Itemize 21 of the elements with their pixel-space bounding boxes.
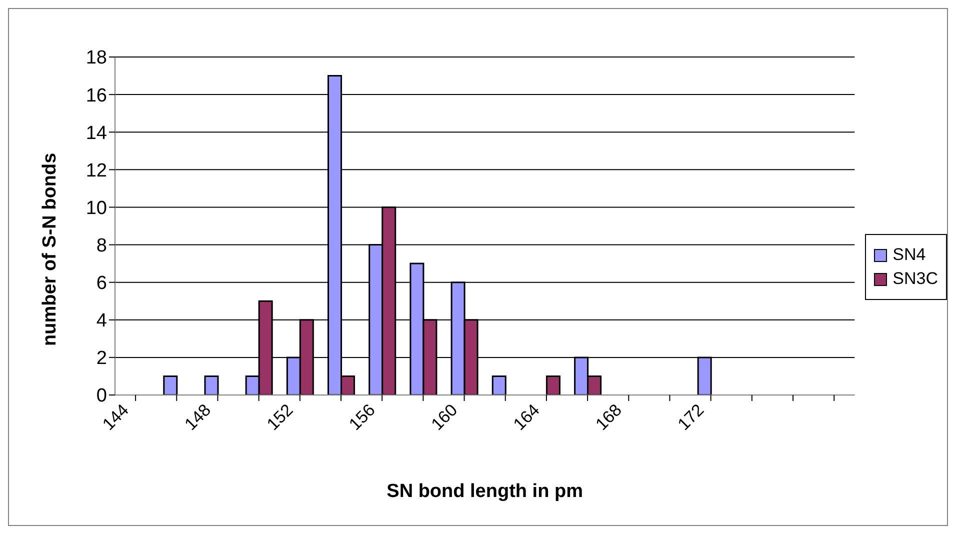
legend-label: SN4 bbox=[892, 245, 926, 265]
y-tick-label: 16 bbox=[86, 85, 107, 106]
x-tick-label: 168 bbox=[592, 400, 626, 434]
y-tick-label: 10 bbox=[86, 198, 107, 219]
legend-label: SN3C bbox=[892, 269, 938, 289]
y-tick-label: 4 bbox=[96, 310, 108, 332]
y-axis-title: number of S-N bonds bbox=[40, 152, 61, 346]
x-tick-label: 172 bbox=[674, 400, 708, 434]
y-tick-label: 0 bbox=[96, 386, 107, 407]
y-tick-label: 2 bbox=[96, 348, 107, 370]
y-tick-label: 8 bbox=[96, 236, 107, 257]
x-axis-title: SN bond length in pm bbox=[386, 481, 583, 502]
x-tick-label: 152 bbox=[263, 400, 297, 434]
y-tick-label: 14 bbox=[86, 122, 108, 144]
y-tick-label: 12 bbox=[86, 160, 107, 182]
x-tick-label: 164 bbox=[510, 400, 544, 434]
x-tick-label: 156 bbox=[345, 400, 379, 434]
y-tick-label: 6 bbox=[96, 273, 107, 294]
x-tick-label: 160 bbox=[428, 400, 462, 434]
y-tick-label: 18 bbox=[86, 48, 107, 69]
x-tick-label: 148 bbox=[181, 400, 215, 434]
